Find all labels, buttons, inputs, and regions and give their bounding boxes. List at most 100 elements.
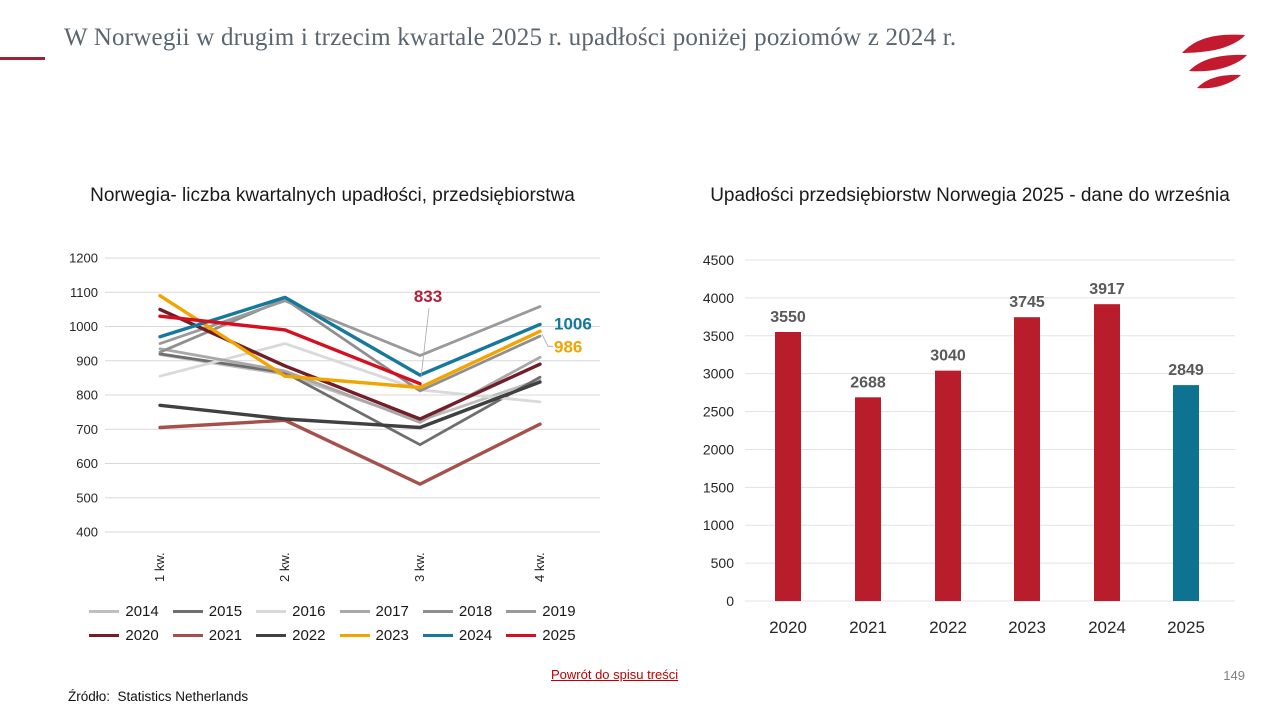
source-note: Źródło: Statistics Netherlands <box>68 689 249 704</box>
y-tick-label: 0 <box>726 593 734 609</box>
legend-label: 2025 <box>542 627 576 644</box>
y-tick-label: 2000 <box>703 441 734 457</box>
y-tick-label: 800 <box>76 388 98 403</box>
series-line-2024 <box>158 295 542 377</box>
legend-label: 2019 <box>542 603 576 620</box>
triple-wave-flag-icon <box>1181 32 1247 94</box>
x-tick-label: 2024 <box>1088 618 1126 637</box>
legend-item-2021: 2021 <box>172 627 242 644</box>
legend-item-2017: 2017 <box>339 603 409 620</box>
legend-swatch-2024 <box>422 634 453 637</box>
page-title: W Norwegii w drugim i trzecim kwartale 2… <box>64 24 957 51</box>
data-label-986: 986 <box>554 337 582 356</box>
bar-2024 <box>1094 304 1120 601</box>
legend-label: 2018 <box>458 603 493 620</box>
legend-label: 2023 <box>375 627 409 644</box>
x-tick-label: 1 kw. <box>152 552 167 582</box>
y-tick-label: 3500 <box>703 328 734 344</box>
y-tick-label: 1000 <box>703 517 734 533</box>
bar-value-label: 3040 <box>930 348 966 365</box>
legend-swatch-2020 <box>89 634 120 637</box>
legend-label: 2017 <box>375 603 409 620</box>
series-line-2015 <box>158 352 542 447</box>
legend-swatch-2025 <box>506 634 537 637</box>
x-tick-label: 3 kw. <box>412 552 427 582</box>
legend-swatch-2015 <box>172 610 203 613</box>
legend-swatch-2017 <box>339 610 370 613</box>
series-line-2025 <box>158 314 422 386</box>
bar-chart-title: Upadłości przedsiębiorstw Norwegia 2025 … <box>710 185 1230 206</box>
x-tick-label: 2 kw. <box>277 552 292 582</box>
x-tick-label: 2022 <box>929 618 967 637</box>
x-tick-label: 2023 <box>1008 618 1046 637</box>
legend-item-2016: 2016 <box>256 603 326 620</box>
data-label-833: 833 <box>414 287 442 306</box>
title-accent-dash <box>0 57 45 60</box>
legend-item-2015: 2015 <box>172 603 242 620</box>
y-tick-label: 700 <box>76 422 98 437</box>
page-number: 149 <box>1223 668 1245 683</box>
bar-2020 <box>775 331 801 601</box>
y-tick-label: 1100 <box>70 285 98 300</box>
legend-item-2014: 2014 <box>89 603 159 620</box>
back-to-toc-link[interactable]: Powrót do spisu treści <box>551 667 679 682</box>
annotation-leader <box>420 307 430 378</box>
series-line-2022 <box>158 380 542 430</box>
legend-swatch-2018 <box>422 610 453 613</box>
legend-label: 2024 <box>458 627 493 644</box>
legend-item-2023: 2023 <box>339 627 409 644</box>
legend-item-2020: 2020 <box>89 627 159 644</box>
bar-value-label: 2849 <box>1168 362 1204 379</box>
bar-chart: 0 500 1000 1500 2000 2500 3000 3500 4000 4500 3550… <box>703 252 1235 637</box>
line-chart-legend: 2014 2015 2016 2017 2018 2019 2020 2021 2022 2023… <box>60 603 605 644</box>
bar-2025 <box>1173 385 1199 601</box>
legend-swatch-2016 <box>256 610 287 613</box>
y-tick-label: 4500 <box>703 252 734 268</box>
y-tick-label: 400 <box>76 525 98 540</box>
bar-chart-panel: Upadłości przedsiębiorstw Norwegia 2025 … <box>690 182 1250 650</box>
y-tick-label: 1200 <box>69 251 98 266</box>
x-tick-label: 2021 <box>849 618 887 637</box>
x-tick-label: 2020 <box>769 618 807 637</box>
legend-row: 2020 2021 2022 2023 2024 2025 <box>82 627 582 644</box>
y-tick-label: 4000 <box>703 290 734 306</box>
line-chart-panel: Norwegia- liczba kwartalnych upadłości, … <box>60 182 605 644</box>
y-tick-label: 500 <box>76 490 98 505</box>
series-line-2021 <box>158 418 542 486</box>
y-tick-label: 3000 <box>703 366 734 382</box>
y-tick-label: 2500 <box>703 404 734 420</box>
bar-2023 <box>1014 317 1040 601</box>
legend-swatch-2023 <box>339 634 370 637</box>
legend-swatch-2022 <box>256 634 287 637</box>
legend-item-2022: 2022 <box>256 627 326 644</box>
y-tick-label: 600 <box>76 456 98 471</box>
legend-label: 2016 <box>292 603 326 620</box>
legend-swatch-2019 <box>506 610 537 613</box>
legend-label: 2022 <box>292 627 326 644</box>
legend-swatch-2014 <box>89 610 120 613</box>
legend-item-2024: 2024 <box>422 627 493 644</box>
bar-2021 <box>855 397 881 601</box>
legend-item-2025: 2025 <box>506 627 576 644</box>
bar-value-label: 3917 <box>1089 281 1125 298</box>
legend-item-2019: 2019 <box>506 603 576 620</box>
bar-value-label: 3745 <box>1009 294 1045 311</box>
y-tick-label: 1000 <box>69 319 98 334</box>
y-tick-label: 900 <box>76 353 98 368</box>
legend-item-2018: 2018 <box>422 603 493 620</box>
line-chart-title: Norwegia- liczba kwartalnych upadłości, … <box>90 185 575 206</box>
annotation-leader <box>541 334 553 347</box>
legend-label: 2020 <box>125 627 159 644</box>
x-tick-label: 2025 <box>1167 618 1205 637</box>
series-line-2023 <box>158 294 542 390</box>
line-chart: 400 500 600 700 800 900 1000 1100 1200 1 kw. 2 kw.… <box>69 251 600 582</box>
legend-row: 2014 2015 2016 2017 2018 2019 <box>82 603 582 620</box>
x-tick-label: 4 kw. <box>532 552 547 582</box>
data-label-1006: 1006 <box>554 314 592 333</box>
bar-value-label: 2688 <box>850 374 886 391</box>
legend-swatch-2021 <box>172 634 203 637</box>
y-tick-label: 1500 <box>703 479 734 495</box>
bar-2022 <box>935 370 961 601</box>
legend-label: 2014 <box>125 603 159 620</box>
